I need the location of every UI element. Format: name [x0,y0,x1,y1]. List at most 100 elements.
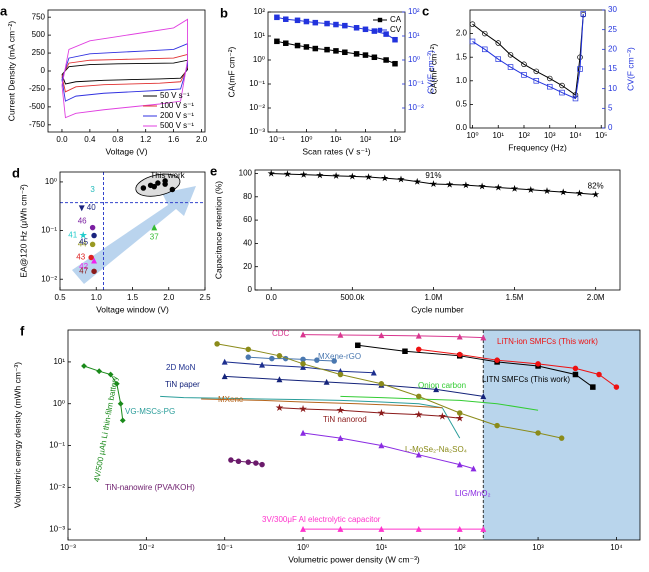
data-point [590,384,596,390]
y2-tick-label: 25 [608,25,617,34]
data-point [113,380,120,387]
data-point [314,357,320,363]
data-point [91,268,97,275]
data-point [577,66,583,72]
data-point [371,28,378,34]
point-label: 44 [78,239,87,248]
x-tick-label: 1.0M [425,293,443,302]
y-tick-label: 1.5 [456,52,468,61]
x-tick-label: 0.8 [112,135,124,144]
panel-letter: f [20,323,25,338]
y2-tick-label: 5 [608,103,613,112]
data-point [294,17,301,24]
data-point [294,42,301,49]
data-point [337,434,344,441]
series-label: LiTN-ion SMFCs (This work) [497,337,598,346]
data-point [324,46,330,53]
point-label: 43 [76,253,85,262]
legend-label: CV [390,25,402,34]
legend-label: 200 V s⁻¹ [160,111,194,120]
data-point [456,333,463,340]
data-point [228,457,234,463]
value-label: 82% [588,182,604,191]
data-point [546,75,553,82]
point-label: 45 [79,238,88,247]
data-point [312,19,319,26]
data-point [413,177,421,185]
x-tick-label: 10⁻³ [60,543,76,552]
data-point [507,52,514,58]
data-point [151,183,158,190]
data-point [91,232,97,239]
data-point [392,60,398,67]
y-tick-label: 10¹ [253,31,265,40]
data-point [332,172,340,179]
series-line [248,356,335,362]
data-point [482,30,488,37]
data-point [572,365,579,372]
y2-tick-label: 20 [608,44,617,53]
data-point [269,355,275,362]
data-point [521,61,527,68]
data-point [355,342,361,349]
data-point [559,82,565,89]
series-line [61,53,189,93]
data-point [558,435,565,441]
data-point [300,170,308,178]
x-tick-label: 10⁵ [595,131,607,140]
data-point [300,361,306,367]
x-tick-label: 10² [360,135,372,144]
data-point [414,410,423,418]
series-label: 3V/300μF Al electrolytic capacitor [262,515,381,524]
data-point [377,408,386,417]
series-label: TiN nanorod [323,415,367,424]
y-tick-label: 10⁻¹ [41,226,57,235]
series-line [224,361,374,374]
data-point [495,40,501,46]
x-tick-label: 10⁰ [300,135,312,144]
panel-letter: b [220,5,228,20]
y-tick-label: 0 [248,285,253,294]
x-axis-title: Cycle number [411,304,464,314]
x-axis-title: Voltage (V) [105,146,147,156]
y2-tick-label: 10¹ [408,31,420,40]
point-label: 37 [150,233,159,242]
data-point [392,36,398,43]
data-point [462,181,470,189]
series-line [303,334,484,339]
data-point [416,393,422,400]
data-point [415,525,422,532]
data-point [333,21,339,28]
y2-axis-title: CV(F cm⁻³) [625,47,635,91]
point-label: 40 [87,203,96,212]
data-point [169,186,176,193]
series-label: MXene [218,395,244,404]
data-point [300,525,307,532]
data-point [577,54,583,60]
x-axis-title: Volumetric power density (W cm⁻³) [288,554,420,564]
data-point [283,170,292,178]
series-line [61,43,189,102]
data-point [575,189,584,197]
data-point [214,341,220,347]
y-tick-label: 80 [243,192,252,201]
y-tick-label: 250 [32,48,46,57]
data-point [303,18,310,25]
x-tick-label: 10⁻¹ [269,135,285,144]
data-point [370,369,377,376]
data-point [253,460,259,466]
x-axis-title: Voltage window (V) [96,304,169,314]
data-point [283,16,289,22]
y2-tick-label: 30 [608,5,617,14]
data-point [378,332,385,339]
legend-label: 50 V s⁻¹ [160,91,190,100]
data-point [572,95,579,102]
value-label: 91% [425,171,441,180]
x-axis-title: Frequency (Hz) [508,142,567,152]
data-point [276,353,283,359]
x-tick-label: 2.0 [196,135,208,144]
x-tick-label: 10³ [389,135,401,144]
data-point [235,458,242,465]
data-point [510,184,519,192]
data-point [533,68,540,75]
